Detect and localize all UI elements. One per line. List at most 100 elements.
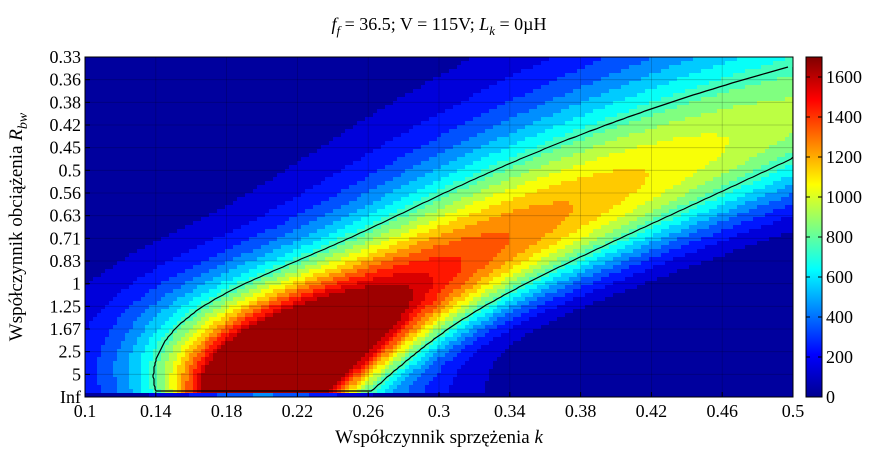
y-tick-label: 0.83 [50, 251, 82, 271]
contour-cell [573, 89, 610, 94]
contour-cell [425, 333, 430, 338]
contour-cell [473, 309, 482, 314]
contour-cell [557, 257, 570, 262]
contour-cell [657, 125, 793, 130]
contour-cell [629, 257, 650, 262]
contour-cell [157, 265, 194, 270]
contour-cell [85, 225, 186, 230]
contour-cell [461, 321, 470, 326]
contour-cell [477, 289, 486, 294]
contour-cell [661, 237, 678, 242]
contour-cell [117, 349, 134, 354]
contour-cell [209, 317, 222, 322]
contour-cell [213, 357, 362, 362]
contour-cell [189, 377, 194, 382]
contour-cell [697, 213, 718, 218]
contour-cell [489, 293, 502, 298]
contour-cell [85, 133, 342, 138]
contour-cell [425, 325, 434, 330]
contour-cell [505, 313, 522, 318]
contour-cell [293, 305, 410, 310]
contour-cell [393, 361, 402, 366]
contour-cell [393, 373, 402, 378]
contour-cell [489, 85, 542, 90]
contour-cell [85, 93, 406, 98]
contour-cell [605, 297, 793, 302]
contour-cell [173, 365, 178, 370]
contour-cell [645, 281, 793, 286]
contour-cell [373, 365, 378, 370]
contour-cell [557, 249, 574, 254]
contour-cell [373, 357, 378, 362]
contour-cell [85, 241, 154, 246]
contour-cell [501, 249, 526, 254]
contour-cell [653, 209, 670, 214]
contour-cell [109, 329, 130, 334]
contour-cell [417, 177, 442, 182]
contour-cell [173, 333, 186, 338]
contour-cell [361, 381, 366, 386]
contour-cell [461, 333, 474, 338]
contour-cell [437, 317, 446, 322]
contour-cell [649, 241, 670, 246]
contour-cell [85, 101, 394, 106]
contour-cell [569, 105, 606, 110]
contour-cell [169, 377, 178, 382]
contour-cell [393, 265, 462, 270]
contour-cell [229, 333, 238, 338]
contour-cell [345, 377, 350, 382]
contour-cell [97, 361, 114, 366]
contour-cell [557, 269, 574, 274]
contour-cell [673, 137, 730, 142]
contour-cell [465, 289, 478, 294]
contour-cell [429, 157, 458, 162]
contour-cell [441, 369, 458, 374]
x-tick-label: 0.38 [565, 401, 597, 421]
contour-cell [561, 145, 594, 150]
contour-cell [549, 321, 793, 326]
contour-cell [717, 157, 750, 162]
contour-cell [733, 249, 793, 254]
contour-cell [85, 193, 246, 198]
contour-cell [769, 145, 793, 150]
contour-cell [509, 269, 522, 274]
contour-cell [593, 229, 614, 234]
contour-cell [445, 353, 458, 358]
contour-cell [481, 89, 534, 94]
contour-cell [581, 285, 606, 290]
contour-cell [461, 197, 486, 202]
contour-cell [85, 389, 102, 394]
contour-cell [745, 85, 793, 90]
contour-cell [613, 229, 630, 234]
contour-cell [473, 149, 502, 154]
contour-cell [713, 233, 738, 238]
contour-cell [381, 197, 402, 202]
contour-cell [397, 217, 418, 222]
contour-cell [257, 233, 286, 238]
contour-cell [205, 361, 210, 366]
contour-cell [409, 261, 462, 266]
contour-cell [305, 209, 334, 214]
contour-cell [481, 297, 494, 302]
x-axis-label: Współczynnik sprzężenia k [335, 427, 543, 448]
contour-cell [157, 365, 166, 370]
contour-cell [181, 349, 186, 354]
contour-cell [177, 353, 186, 358]
contour-cell [169, 357, 178, 362]
contour-cell [665, 261, 702, 266]
contour-cell [149, 381, 158, 386]
contour-cell [401, 317, 410, 322]
contour-cell [317, 277, 334, 282]
contour-cell [345, 373, 350, 378]
contour-cell [701, 133, 718, 138]
contour-cell [441, 197, 462, 202]
contour-cell [409, 237, 430, 242]
contour-cell [209, 333, 218, 338]
contour-cell [193, 381, 198, 386]
contour-cell [357, 121, 422, 126]
contour-cell [509, 233, 546, 238]
grid-lines [85, 57, 793, 397]
contour-cell [353, 221, 374, 226]
contour-cell [137, 249, 190, 254]
